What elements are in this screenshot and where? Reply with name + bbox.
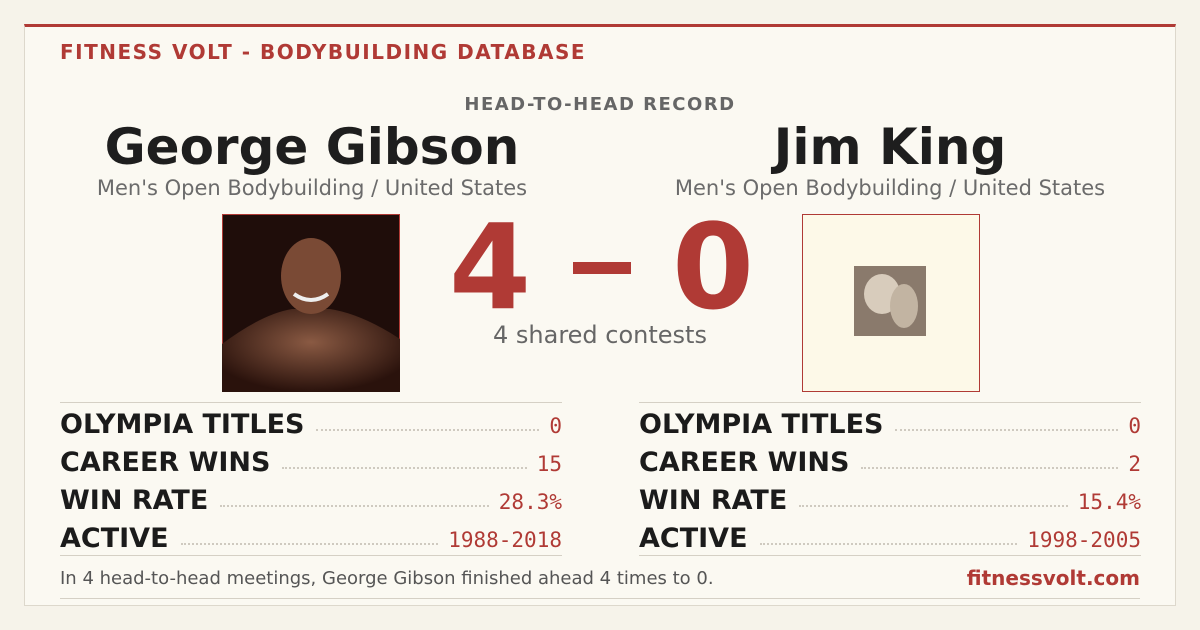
stat-value: 1998-2005 — [1027, 528, 1141, 552]
stat-label: WIN RATE — [639, 485, 788, 516]
stat-label: ACTIVE — [639, 523, 748, 554]
stat-label: CAREER WINS — [60, 447, 271, 478]
site-link[interactable]: fitnessvolt.com — [966, 566, 1140, 590]
stat-label: OLYMPIA TITLES — [60, 409, 305, 440]
stat-row: ACTIVE 1998-2005 — [639, 517, 1141, 555]
divider — [60, 598, 1140, 599]
brand: FITNESS VOLT - BODYBUILDING DATABASE — [60, 40, 587, 64]
athlete-photo — [802, 214, 980, 392]
stat-value: 0 — [549, 414, 562, 438]
stat-value: 28.3% — [498, 490, 562, 514]
stat-row: OLYMPIA TITLES 0 — [639, 403, 1141, 441]
card — [24, 24, 1176, 606]
stat-row: ACTIVE 1988-2018 — [60, 517, 562, 555]
leader — [316, 429, 540, 431]
score-separator — [573, 262, 631, 274]
score-right: 0 — [671, 198, 755, 336]
stat-value: 0 — [1128, 414, 1141, 438]
leader — [799, 505, 1068, 507]
stat-row: OLYMPIA TITLES 0 — [60, 403, 562, 441]
stat-label: WIN RATE — [60, 485, 209, 516]
stats-table: OLYMPIA TITLES 0 CAREER WINS 15 WIN RATE 28.3… — [60, 402, 562, 556]
stat-label: ACTIVE — [60, 523, 169, 554]
leader — [180, 543, 439, 545]
section-label: HEAD-TO-HEAD RECORD — [464, 94, 736, 115]
athlete-name: George Gibson — [104, 118, 520, 176]
summary: In 4 head-to-head meetings, George Gibso… — [60, 568, 714, 589]
stat-row: CAREER WINS 2 — [639, 441, 1141, 479]
shared-contests: 4 shared contests — [493, 321, 707, 349]
leader — [220, 505, 489, 507]
leader — [759, 543, 1018, 545]
athlete-photo — [222, 214, 400, 392]
stat-value: 15 — [536, 452, 562, 476]
leader — [282, 467, 527, 469]
athlete-division: Men's Open Bodybuilding / United States — [96, 176, 528, 200]
athlete-name: Jim King — [773, 118, 1007, 176]
stat-label: OLYMPIA TITLES — [639, 409, 884, 440]
stat-label: CAREER WINS — [639, 447, 850, 478]
stat-value: 1988-2018 — [448, 528, 562, 552]
leader — [895, 429, 1119, 431]
stat-value: 2 — [1128, 452, 1141, 476]
leader — [861, 467, 1119, 469]
stat-row: WIN RATE 28.3% — [60, 479, 562, 517]
stat-value: 15.4% — [1077, 490, 1141, 514]
score-left: 4 — [448, 198, 532, 336]
athlete-division: Men's Open Bodybuilding / United States — [674, 176, 1106, 200]
stats-table: OLYMPIA TITLES 0 CAREER WINS 2 WIN RATE 15.4%… — [639, 402, 1141, 556]
stat-row: WIN RATE 15.4% — [639, 479, 1141, 517]
stat-row: CAREER WINS 15 — [60, 441, 562, 479]
